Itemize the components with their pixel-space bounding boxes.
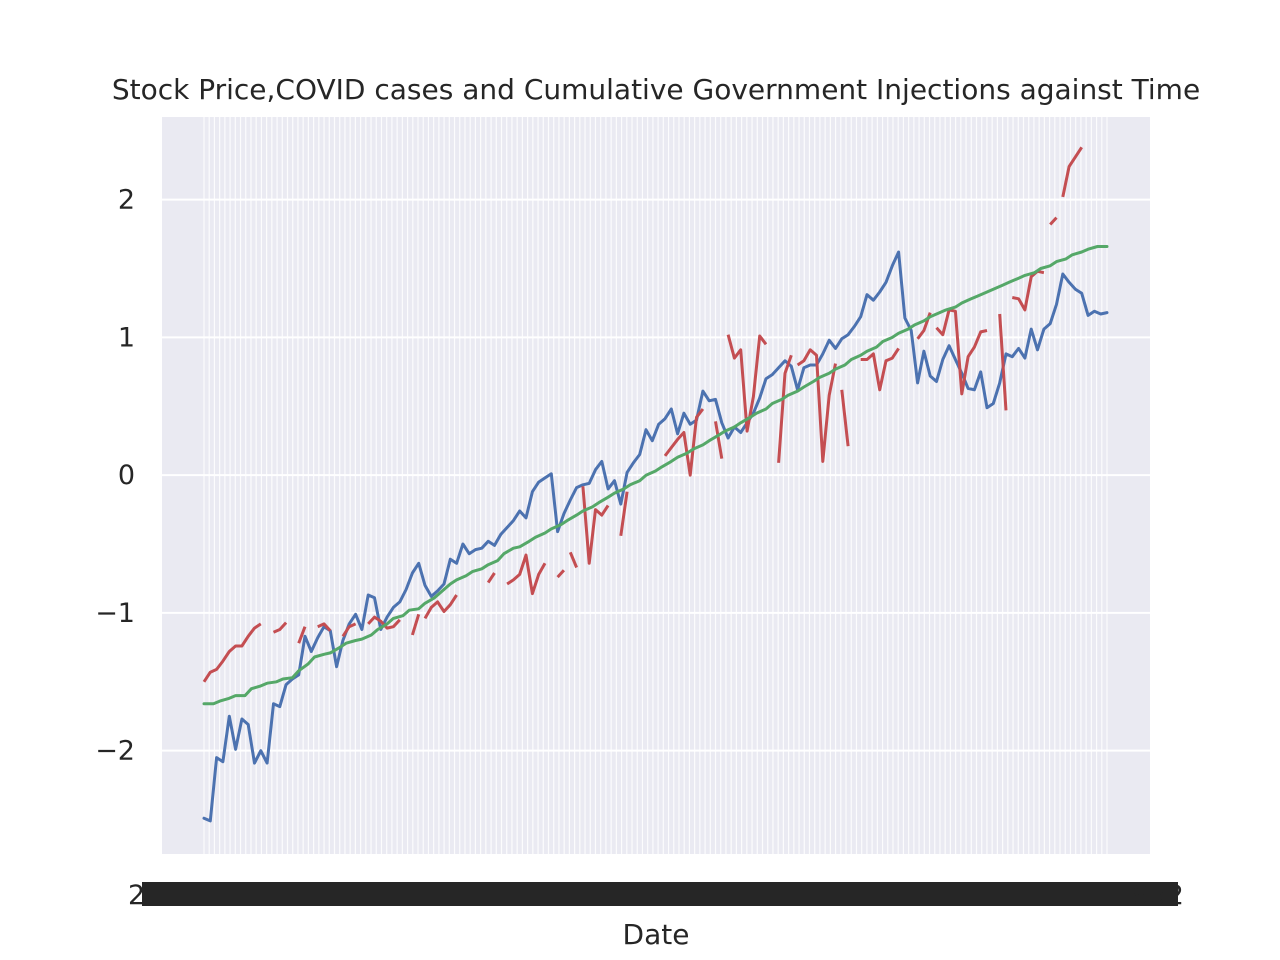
x-grid xyxy=(203,117,1108,854)
covid-line-segment xyxy=(556,569,566,579)
covid-line-segment xyxy=(202,622,262,683)
covid-line-segment xyxy=(410,613,421,636)
covid-line-segment xyxy=(486,572,496,584)
covid-line-segment xyxy=(317,622,332,632)
covid-line-segment xyxy=(663,408,705,477)
x-tick-label-right: 952 xyxy=(1132,880,1184,911)
covid-line-segment xyxy=(860,347,900,392)
covid-line-segment xyxy=(423,594,458,620)
covid-line-segment xyxy=(341,622,357,638)
covid-line-segment xyxy=(777,354,793,463)
covid-line-segment xyxy=(935,308,988,396)
y-ticks: −2 −1 0 1 2 xyxy=(95,185,135,767)
chart-title: Stock Price,COVID cases and Cumulative G… xyxy=(112,73,1200,106)
covid-line-segment xyxy=(272,621,288,634)
covid-line-segment xyxy=(1049,216,1058,226)
x-axis-label: Date xyxy=(623,918,690,951)
covid-line-segment xyxy=(297,626,307,644)
plot-background xyxy=(162,117,1150,854)
y-tick-label: 1 xyxy=(118,322,135,353)
covid-line-segment xyxy=(998,313,1008,411)
covid-line-segment xyxy=(581,486,610,565)
series-layer xyxy=(202,146,1109,823)
stock-line xyxy=(202,250,1109,823)
covid-line-segment xyxy=(840,389,850,447)
covid-line-segment xyxy=(796,348,837,463)
injections-line xyxy=(202,245,1109,706)
covid-line-segment xyxy=(619,491,629,537)
x-tick-label-left: 2 xyxy=(128,880,145,911)
y-tick-label: −1 xyxy=(95,598,135,629)
y-tick-label: 2 xyxy=(118,185,135,216)
y-tick-label: −2 xyxy=(95,736,135,767)
covid-line-segment xyxy=(714,421,724,459)
covid-line-segment xyxy=(506,553,547,596)
x-tick-labels-overlap xyxy=(142,882,1178,906)
covid-line-segment xyxy=(726,334,768,433)
y-grid xyxy=(162,198,1150,752)
covid-line-segment xyxy=(568,551,578,569)
x-ticks: 2 952 xyxy=(128,880,1184,911)
y-tick-label: 0 xyxy=(118,460,135,491)
covid-line-segment xyxy=(1061,146,1083,198)
